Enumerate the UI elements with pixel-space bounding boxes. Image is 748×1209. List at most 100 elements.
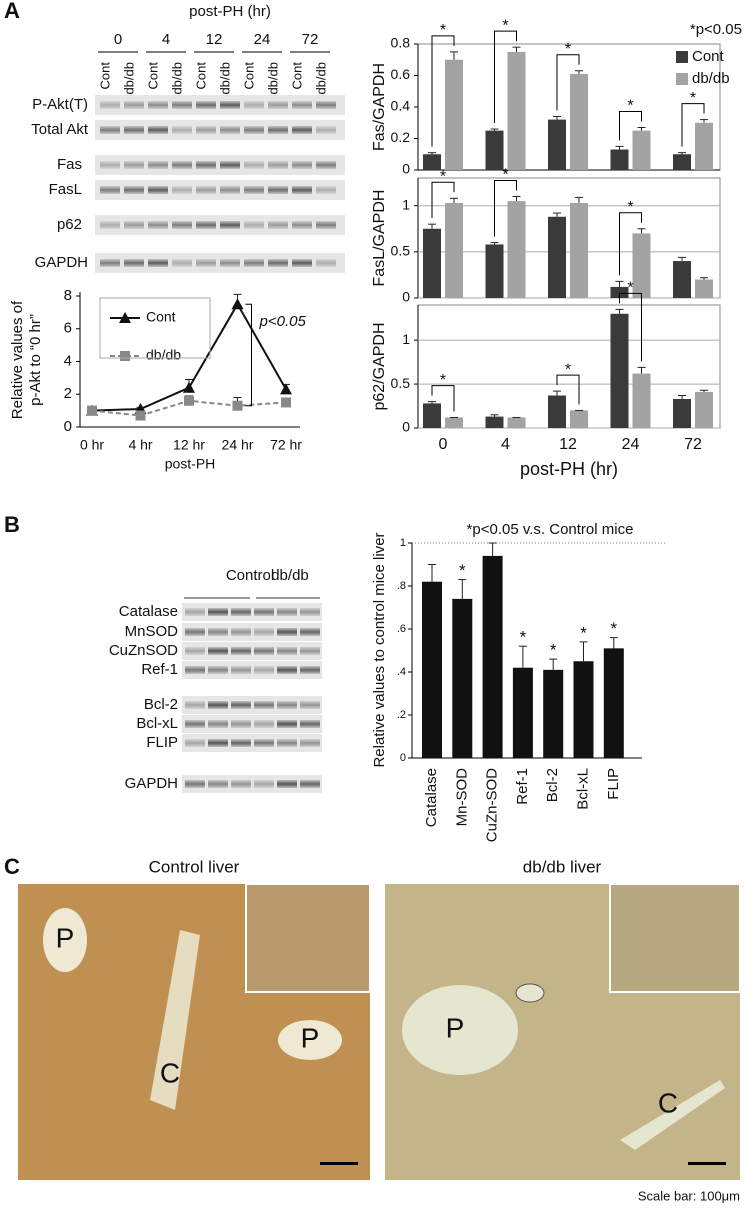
bar bbox=[570, 73, 588, 170]
blot-band bbox=[124, 259, 144, 267]
x-axis-label: post-PH (hr) bbox=[520, 459, 618, 479]
x-tick-label: 72 hr bbox=[270, 437, 302, 453]
blot-band bbox=[185, 720, 205, 728]
bar bbox=[507, 201, 526, 298]
y-tick-label: 0 bbox=[400, 752, 406, 764]
blot-band bbox=[300, 647, 320, 655]
blot-band bbox=[172, 101, 192, 109]
blot-band bbox=[208, 720, 228, 728]
blot-band bbox=[124, 126, 144, 134]
y-axis-label: Fas/GAPDH bbox=[371, 63, 388, 151]
blot-band bbox=[277, 701, 297, 709]
bar bbox=[548, 119, 566, 170]
sig-star: * bbox=[627, 280, 633, 297]
bar bbox=[610, 149, 629, 170]
micrograph-title: Control liver bbox=[149, 857, 240, 876]
blot-band bbox=[254, 720, 274, 728]
blot-band bbox=[208, 666, 228, 674]
blot-band bbox=[254, 666, 274, 674]
blot-band bbox=[148, 186, 168, 194]
annotation: p<0.05 bbox=[259, 313, 307, 330]
sig-bracket bbox=[619, 292, 642, 362]
y-tick-label: 0.5 bbox=[391, 243, 411, 259]
bar bbox=[445, 202, 463, 298]
sig-star: * bbox=[690, 90, 696, 107]
lane-label: Cont bbox=[97, 62, 112, 90]
bar bbox=[603, 648, 624, 758]
blot-band bbox=[316, 221, 336, 229]
blot-band bbox=[231, 647, 251, 655]
blot-row-label: Bcl-2 bbox=[144, 696, 178, 713]
x-tick-label: 12 bbox=[559, 436, 577, 453]
blot-band bbox=[148, 126, 168, 134]
blot-row-label: FLIP bbox=[146, 734, 178, 751]
blot-band bbox=[254, 647, 274, 655]
blot-band bbox=[277, 628, 297, 636]
blot-band bbox=[220, 161, 240, 169]
x-tick-label: Ref-1 bbox=[514, 768, 531, 805]
blot-band bbox=[172, 259, 192, 267]
time-label: 0 bbox=[114, 31, 122, 48]
blot-band bbox=[254, 608, 274, 616]
lane-label: Cont bbox=[193, 62, 208, 90]
time-label: 72 bbox=[302, 31, 319, 48]
sig-star: * bbox=[459, 561, 466, 580]
bar bbox=[695, 279, 713, 298]
micrograph-left bbox=[18, 883, 371, 1180]
blot-band bbox=[244, 186, 264, 194]
sig-bracket bbox=[431, 181, 455, 219]
blot-band bbox=[292, 161, 312, 169]
blot-band bbox=[300, 739, 320, 747]
blot-band bbox=[185, 666, 205, 674]
blot-row-label: GAPDH bbox=[35, 254, 88, 271]
blot-row-label: CuZnSOD bbox=[109, 642, 178, 659]
lane-label: Cont bbox=[145, 62, 160, 90]
blot-band bbox=[124, 161, 144, 169]
marker bbox=[231, 298, 244, 310]
vessel-label: C bbox=[658, 1087, 678, 1118]
blot-band bbox=[277, 739, 297, 747]
blot-band bbox=[316, 186, 336, 194]
blot-strip bbox=[182, 775, 322, 793]
blot-band bbox=[316, 126, 336, 134]
blot-band bbox=[208, 628, 228, 636]
blot-band bbox=[172, 186, 192, 194]
blot-band bbox=[196, 161, 216, 169]
lane-label: Cont bbox=[289, 62, 304, 90]
y-tick-label: 1 bbox=[402, 196, 410, 212]
blot-strip bbox=[182, 603, 322, 621]
bar bbox=[610, 313, 629, 428]
blot-band bbox=[277, 720, 297, 728]
blot-band bbox=[231, 666, 251, 674]
y-tick-label: 0.8 bbox=[391, 35, 411, 51]
blot-band bbox=[244, 126, 264, 134]
blot-band bbox=[244, 101, 264, 109]
blot-band bbox=[292, 126, 312, 134]
blot-band bbox=[292, 259, 312, 267]
bar bbox=[570, 410, 588, 428]
bar bbox=[610, 286, 629, 298]
y-tick-label: 0.2 bbox=[391, 129, 411, 145]
legend-swatch bbox=[676, 51, 688, 63]
blot-band bbox=[316, 101, 336, 109]
bar bbox=[548, 395, 566, 428]
x-tick-label: 0 bbox=[439, 436, 448, 453]
vessel-label: P bbox=[301, 1022, 320, 1053]
legend-label: Cont bbox=[146, 309, 176, 325]
y-tick-label: 0 bbox=[402, 289, 410, 305]
bar bbox=[507, 417, 526, 428]
y-tick-label: 1 bbox=[400, 537, 406, 549]
sig-bracket bbox=[245, 303, 252, 407]
y-tick-label: .2 bbox=[397, 709, 406, 721]
x-tick-label: Mn-SOD bbox=[453, 768, 470, 827]
chart-title: *p<0.05 v.s. Control mice bbox=[467, 521, 634, 538]
blot-row-label: Total Akt bbox=[31, 121, 89, 138]
blot-band bbox=[292, 101, 312, 109]
blot-band bbox=[231, 701, 251, 709]
group-label: db/db bbox=[271, 567, 309, 584]
x-tick-label: 12 hr bbox=[173, 437, 205, 453]
blot-band bbox=[100, 101, 120, 109]
sig-star: * bbox=[580, 623, 587, 642]
bar bbox=[482, 555, 503, 758]
